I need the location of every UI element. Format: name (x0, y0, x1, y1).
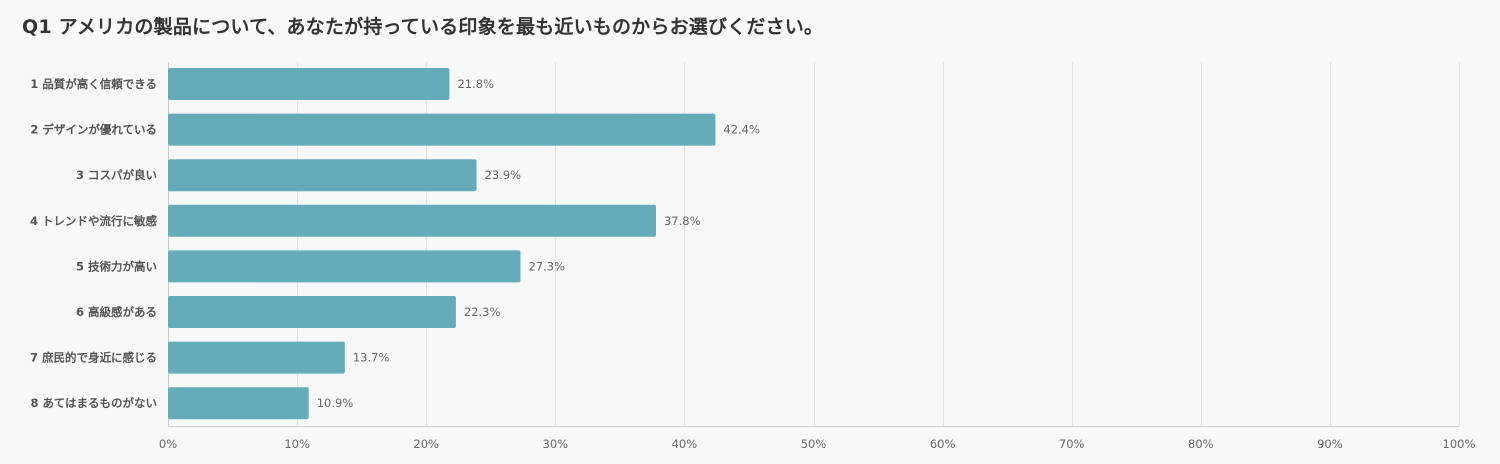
value-label: 13.7% (353, 351, 390, 365)
value-label: 22.3% (464, 305, 501, 319)
bar (168, 113, 716, 146)
x-tick-label: 100% (1443, 437, 1476, 451)
bar (168, 204, 656, 237)
labels: 0% 10% 20% 30% 40% 50% 60% 70% 80% 90% 100% 1 品質が高く… (30, 77, 1476, 451)
bar (168, 387, 309, 420)
value-label: 42.4% (723, 123, 760, 137)
category-label: 1 品質が高く信頼できる (30, 77, 157, 91)
x-tick-label: 50% (801, 437, 827, 451)
grid-lines (168, 62, 1460, 427)
category-label: 7 庶民的で身近に感じる (30, 351, 157, 365)
category-label: 4 トレンドや流行に敏感 (30, 214, 158, 228)
chart-title: Q1 アメリカの製品について、あなたが持っている印象を最も近いものからお選びくだ… (22, 16, 824, 38)
value-label: 27.3% (528, 259, 565, 273)
x-tick-label: 10% (284, 437, 310, 451)
category-label: 6 高級感がある (76, 305, 157, 319)
bar (168, 250, 521, 283)
value-label: 10.9% (317, 396, 354, 410)
value-label: 23.9% (485, 168, 522, 182)
x-tick-label: 20% (413, 437, 439, 451)
x-tick-label: 40% (672, 437, 698, 451)
value-label: 21.8% (457, 77, 494, 91)
category-label: 8 あてはまるものがない (30, 396, 157, 410)
value-label: 37.8% (664, 214, 701, 228)
x-tick-label: 30% (543, 437, 569, 451)
category-label: 2 デザインが優れている (30, 123, 157, 137)
x-tick-label: 70% (1059, 437, 1085, 451)
category-label: 3 コスパが良い (76, 168, 157, 182)
bar (168, 296, 456, 328)
x-tick-label: 80% (1188, 437, 1214, 451)
x-tick-label: 60% (930, 437, 956, 451)
bar (168, 68, 450, 100)
bars (168, 68, 716, 420)
x-tick-label: 90% (1317, 437, 1343, 451)
bar (168, 159, 477, 192)
x-tick-label: 0% (159, 437, 177, 451)
bar (168, 341, 345, 374)
category-label: 5 技術力が高い (76, 259, 157, 273)
